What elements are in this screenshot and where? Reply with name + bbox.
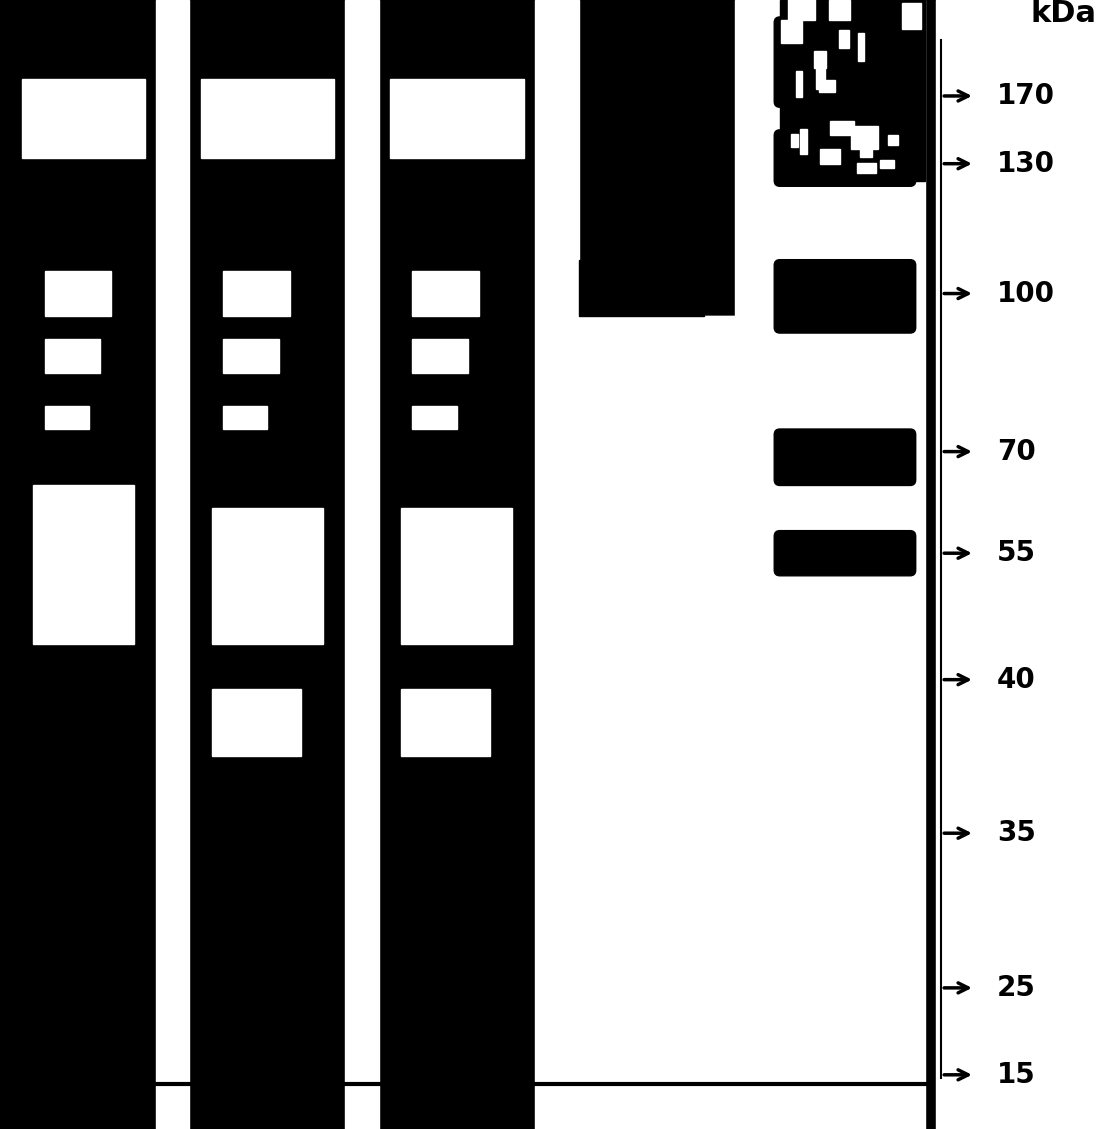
Bar (223, 339, 278, 373)
Bar (390, 79, 524, 158)
Bar (781, 20, 802, 43)
Bar (401, 508, 512, 644)
Bar (780, 0, 925, 1129)
Text: 70: 70 (997, 438, 1036, 465)
Bar (401, 689, 490, 756)
Text: 170: 170 (997, 82, 1055, 110)
Bar (902, 2, 921, 29)
Bar (345, 0, 379, 1129)
Text: 25: 25 (997, 974, 1036, 1001)
Bar (858, 33, 864, 61)
Bar (22, 79, 145, 158)
Bar (795, 71, 802, 97)
Bar (212, 689, 301, 756)
Bar (860, 143, 871, 157)
Bar (0, 0, 936, 1129)
Bar (830, 121, 854, 134)
Bar (33, 485, 134, 644)
FancyBboxPatch shape (774, 17, 916, 107)
Bar (412, 406, 457, 429)
Bar (780, 0, 925, 181)
Text: 4: 4 (645, 6, 670, 40)
Bar (579, 316, 735, 1129)
Bar (45, 271, 111, 316)
Text: 2: 2 (255, 6, 280, 40)
Bar (223, 406, 267, 429)
Bar (888, 134, 898, 145)
Bar (45, 406, 89, 429)
Bar (735, 0, 780, 1129)
Bar (201, 79, 334, 158)
Bar (851, 126, 878, 149)
Bar (813, 51, 827, 69)
Text: kDa: kDa (1030, 0, 1097, 28)
Text: 100: 100 (997, 280, 1055, 307)
FancyBboxPatch shape (774, 260, 916, 333)
Bar (412, 271, 479, 316)
Text: 15: 15 (997, 1061, 1036, 1088)
Bar (212, 508, 323, 644)
Text: 130: 130 (997, 150, 1055, 177)
FancyBboxPatch shape (774, 130, 916, 186)
Bar (791, 134, 798, 148)
Bar (936, 0, 1114, 1129)
FancyBboxPatch shape (774, 531, 916, 576)
Bar (535, 0, 579, 1129)
Text: 35: 35 (997, 820, 1036, 847)
Bar (789, 0, 815, 20)
Bar (839, 30, 849, 47)
Text: 1: 1 (71, 6, 96, 40)
Text: 3: 3 (444, 6, 469, 40)
Bar (820, 149, 840, 164)
Bar (800, 129, 807, 155)
Bar (579, 260, 704, 316)
Bar (223, 271, 290, 316)
Text: 55: 55 (997, 540, 1036, 567)
FancyBboxPatch shape (774, 429, 916, 485)
Bar (817, 65, 825, 89)
Bar (820, 79, 834, 91)
Bar (790, 3, 812, 14)
Bar (45, 339, 100, 373)
Bar (590, 260, 707, 310)
Bar (880, 160, 893, 168)
Bar (857, 164, 876, 173)
Bar (156, 0, 189, 1129)
Text: 40: 40 (997, 666, 1036, 693)
Bar (829, 0, 850, 19)
Text: M: M (834, 6, 870, 40)
Bar (412, 339, 468, 373)
Bar (579, 316, 735, 485)
